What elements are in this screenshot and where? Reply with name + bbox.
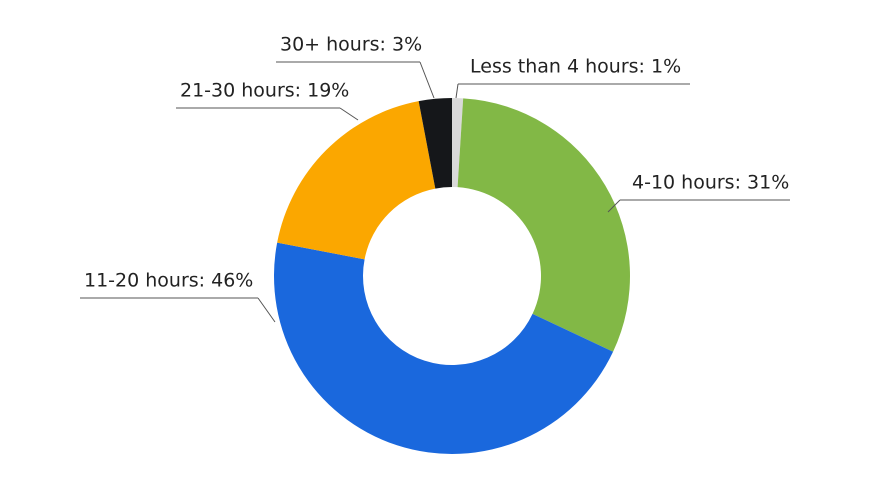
data-label: 4-10 hours: 31% <box>632 172 789 194</box>
donut-slice <box>274 242 614 454</box>
leader-line <box>176 107 359 121</box>
data-label: 21-30 hours: 19% <box>180 80 349 102</box>
donut-slice <box>452 98 464 188</box>
leader-line <box>276 61 435 99</box>
leader-line <box>607 199 790 213</box>
data-label: 11-20 hours: 46% <box>84 270 253 292</box>
leader-line <box>455 83 690 99</box>
data-label: 30+ hours: 3% <box>280 34 422 56</box>
data-label: Less than 4 hours: 1% <box>470 56 681 78</box>
donut-slice <box>457 98 630 352</box>
donut-slice <box>418 98 452 189</box>
leader-line <box>80 297 276 323</box>
donut-slice <box>277 101 436 260</box>
